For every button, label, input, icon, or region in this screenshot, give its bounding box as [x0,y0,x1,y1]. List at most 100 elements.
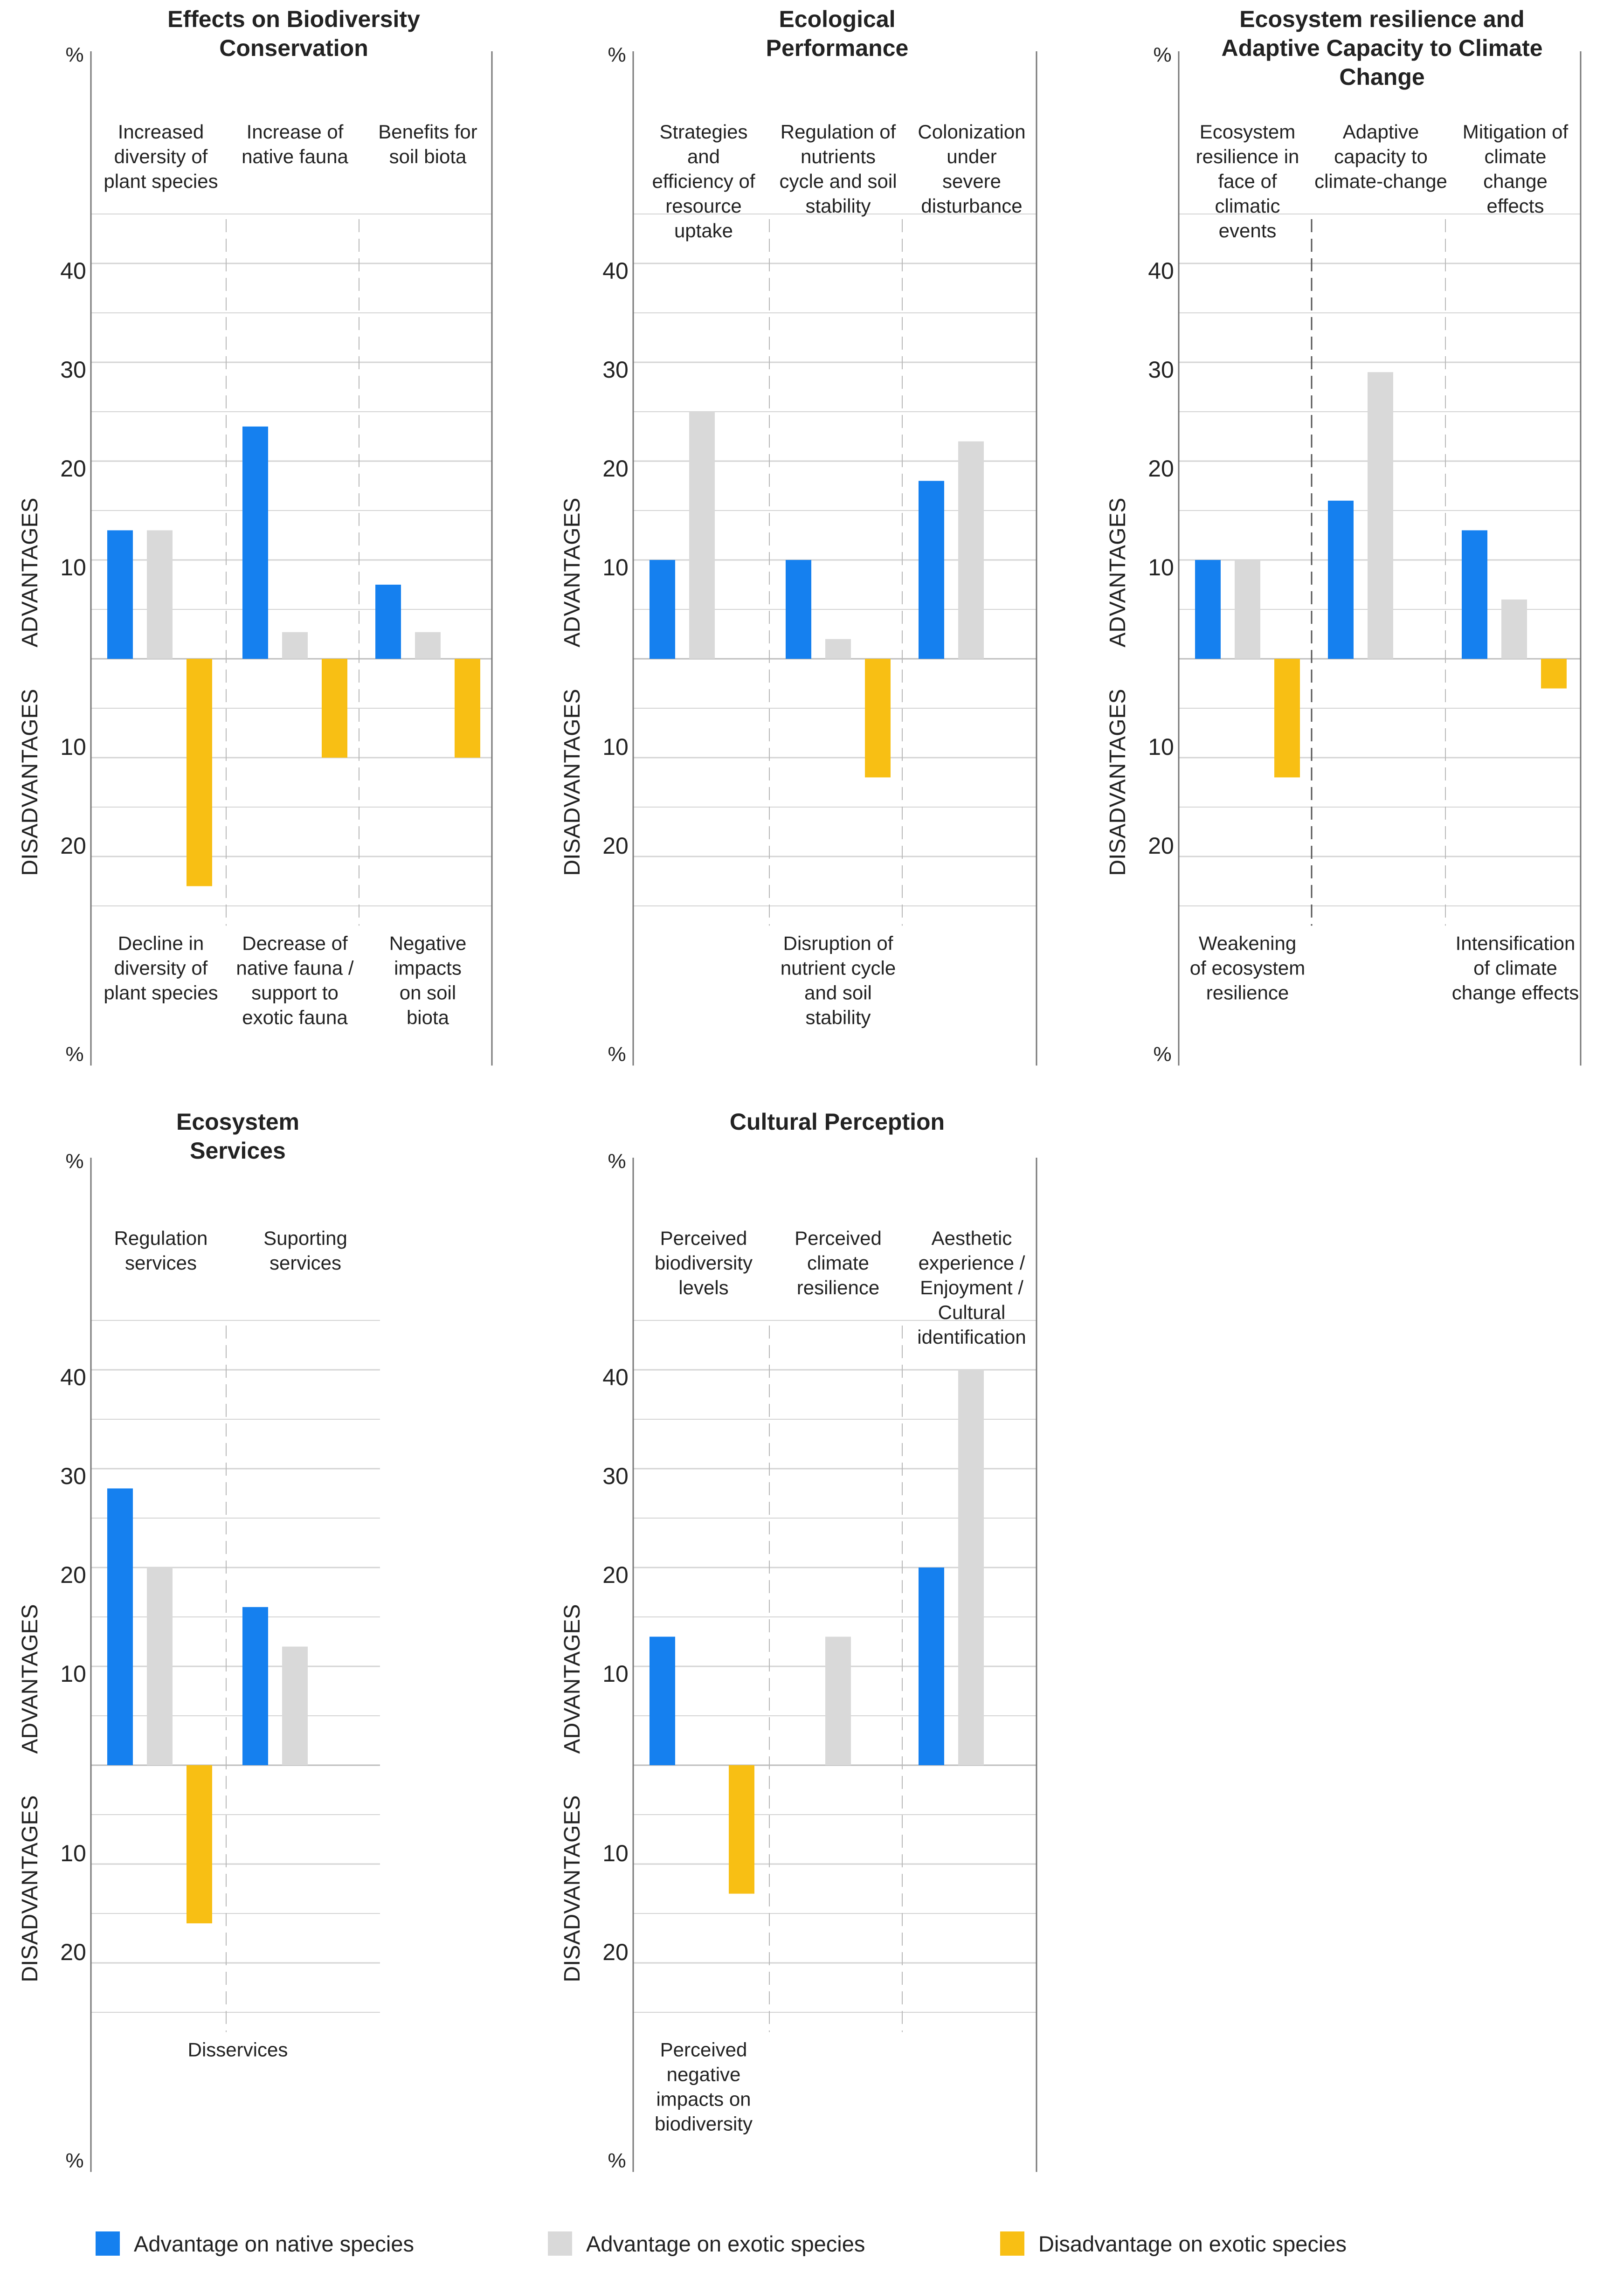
bar-native-cat2 [242,426,268,659]
y-tick-label: 30 [602,357,629,383]
bar-exotic-cat3 [958,1370,984,1765]
y-tick-label: 20 [1148,456,1174,482]
category-label-bottom: impacts [394,957,462,979]
bar-exotic-cat2 [282,1646,308,1765]
bar-native-cat1 [107,1488,133,1765]
bar-native-cat3 [919,481,944,659]
category-label-bottom: Disruption of [783,932,893,954]
unit-label-top: % [608,1150,626,1173]
chart-panel-2: Ecological Performance%% 10 20 30 40 10 20 ADVAN… [560,6,1037,1066]
chart-panel-1: Effects on Biodiversity Conservation%% 10 2… [18,6,493,1066]
bar-exotic-cat1 [147,1568,173,1765]
category-label-top: climate [807,1252,869,1274]
category-label-top: under [947,145,996,167]
y-tick-label: 10 [60,1661,86,1687]
category-label-bottom: Decrease of [242,932,348,954]
y-tick-label: 40 [60,1364,86,1390]
bar-disadvantage-cat2 [322,659,347,758]
bar-exotic-cat2 [282,632,308,659]
category-label-top: Suporting [263,1227,347,1249]
category-label-top: change [1483,170,1548,192]
bar-native-cat3 [919,1568,944,1765]
category-label-top: and [687,145,720,167]
category-label-top: Regulation of [781,121,896,143]
y-tick-label: 20 [602,456,629,482]
bar-exotic-cat2 [825,639,851,659]
category-label-bottom: of ecosystem [1190,957,1305,979]
legend-label-native: Advantage on native species [134,2231,414,2256]
category-label-top: biodiversity [655,1252,753,1274]
category-label-top: plant species [104,170,218,192]
category-label-top: effects [1487,195,1544,217]
category-label-top: severe [942,170,1001,192]
category-label-top: Ecosystem [1200,121,1295,143]
category-label-bottom: diversity of [114,957,208,979]
chart-title-line: Change [1339,64,1424,90]
bar-native-cat2 [786,560,811,659]
bar-exotic-cat1 [147,530,173,659]
category-label-top: Cultural [938,1301,1006,1323]
unit-label-bottom: % [1153,1043,1171,1065]
chart-title-line: Ecosystem resilience and [1239,6,1524,32]
legend-swatch-disadvantage [1000,2231,1024,2256]
y-tick-label: 30 [60,1463,86,1489]
bar-native-cat1 [107,530,133,659]
bar-disadvantage-cat3 [1541,659,1567,689]
category-label-top: Increased [118,121,204,143]
bar-disadvantage-cat2 [865,659,891,778]
category-label-bottom: Negative [389,932,467,954]
y-tick-label: 20 [60,456,86,482]
category-label-bottom: negative [667,2063,741,2085]
y-tick-label: 10 [602,734,629,760]
category-label-top: native fauna [242,145,348,167]
bar-native-cat2 [242,1607,268,1765]
category-label-top: identification [917,1326,1026,1348]
y-axis-title-disadvantages: DISADVANTAGES [1106,689,1130,876]
category-label-bottom: support to [251,981,339,1003]
category-label-bottom: Disservices [188,2038,288,2060]
bar-disadvantage-cat1 [187,659,212,886]
category-label-top: Increase of [247,121,344,143]
y-tick-label: 30 [60,357,86,383]
chart-panel-3: Ecosystem resilience and Adaptive Capacit… [1106,6,1582,1066]
legend-item-disadvantage: Disadvantage on exotic species [1000,2230,1347,2258]
category-label-bottom: exotic fauna [242,1006,348,1028]
category-label-bottom: impacts on [656,2088,751,2110]
bar-disadvantage-cat1 [729,1765,754,1894]
unit-label-top: % [608,43,626,66]
chart-title-line: Adaptive Capacity to Climate [1221,35,1542,61]
y-tick-label: 20 [60,833,86,859]
y-tick-label: 10 [60,1840,86,1866]
bar-native-cat2 [1328,500,1354,659]
category-label-top: climatic [1215,195,1280,217]
unit-label-top: % [65,1150,83,1173]
bar-exotic-cat3 [415,632,441,659]
y-axis-title-disadvantages: DISADVANTAGES [560,1796,585,1982]
y-tick-label: 30 [1148,357,1174,383]
category-label-bottom: biota [407,1006,449,1028]
category-label-top: face of [1218,170,1277,192]
y-axis-title-advantages: ADVANTAGES [18,498,42,648]
chart-title-line: Cultural Perception [730,1109,945,1135]
y-axis-title-disadvantages: DISADVANTAGES [560,689,585,876]
legend-item-native: Advantage on native species [96,2230,414,2258]
category-label-top: Perceived [795,1227,882,1249]
category-label-top: nutrients [801,145,876,167]
bar-exotic-cat1 [689,412,715,659]
y-tick-label: 40 [602,1364,629,1390]
chart-panel-5: Cultural Perception%% 10 20 30 40 10 20 ADVANTA… [560,1109,1037,2172]
bar-exotic-cat3 [1501,599,1527,659]
chart-title-line: Ecosystem [176,1109,299,1135]
category-label-top: capacity to [1334,145,1428,167]
category-label-top: experience / [919,1252,1025,1274]
legend-swatch-native [96,2231,120,2256]
category-label-top: climate-change [1314,170,1447,192]
unit-label-bottom: % [65,2149,83,2172]
y-tick-label: 20 [602,1562,629,1588]
category-label-bottom: of climate [1473,957,1557,979]
y-tick-label: 40 [1148,258,1174,284]
y-tick-label: 20 [1148,833,1174,859]
legend-swatch-exotic [548,2231,572,2256]
category-label-top: Adaptive [1343,121,1419,143]
category-label-top: cycle and soil [779,170,897,192]
